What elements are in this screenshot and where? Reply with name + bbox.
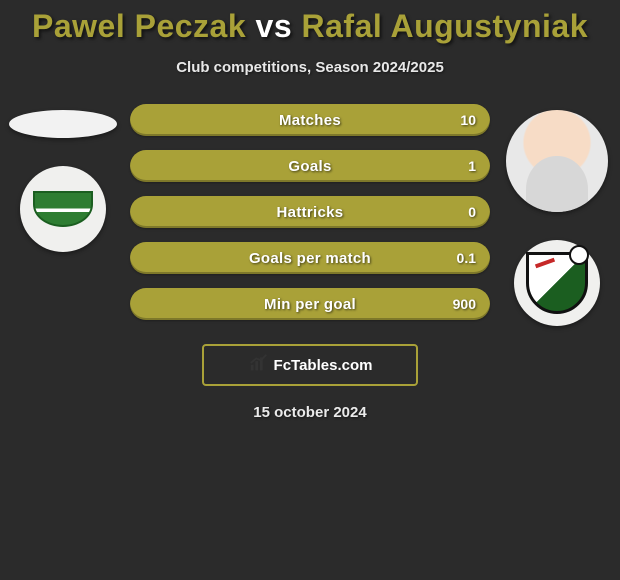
stat-bar-goals-per-match: Goals per match 0.1 xyxy=(130,242,490,274)
stat-label: Matches xyxy=(279,112,341,129)
stat-label: Min per goal xyxy=(264,296,356,313)
comparison-card: Pawel Peczak vs Rafal Augustyniak Club c… xyxy=(0,0,620,421)
stat-right-value: 10 xyxy=(460,112,476,128)
stat-right-value: 0 xyxy=(468,204,476,220)
stat-bar-goals: Goals 1 xyxy=(130,150,490,182)
stat-label: Goals per match xyxy=(249,250,371,267)
player1-name: Pawel Peczak xyxy=(32,8,246,44)
vs-label: vs xyxy=(256,8,293,44)
stat-right-value: 0.1 xyxy=(457,250,476,266)
stat-bar-hattricks: Hattricks 0 xyxy=(130,196,490,228)
branding-text: FcTables.com xyxy=(274,357,373,374)
right-column xyxy=(500,104,620,326)
player1-club-badge-icon xyxy=(20,166,106,252)
player2-name: Rafal Augustyniak xyxy=(302,8,588,44)
stat-bar-matches: Matches 10 xyxy=(130,104,490,136)
left-column xyxy=(0,104,120,252)
player2-avatar-icon xyxy=(506,110,608,212)
stat-right-value: 1 xyxy=(468,158,476,174)
stat-bar-min-per-goal: Min per goal 900 xyxy=(130,288,490,320)
chart-icon xyxy=(248,352,270,379)
stat-right-value: 900 xyxy=(453,296,476,312)
subtitle: Club competitions, Season 2024/2025 xyxy=(0,59,620,76)
page-title: Pawel Peczak vs Rafal Augustyniak xyxy=(0,8,620,45)
player2-club-badge-icon xyxy=(514,240,600,326)
branding-box[interactable]: FcTables.com xyxy=(202,344,418,386)
stats-column: Matches 10 Goals 1 Hattricks 0 Goals per… xyxy=(120,104,500,320)
footer-date: 15 october 2024 xyxy=(0,404,620,421)
stat-label: Goals xyxy=(288,158,331,175)
body-row: Matches 10 Goals 1 Hattricks 0 Goals per… xyxy=(0,104,620,326)
stat-label: Hattricks xyxy=(277,204,344,221)
player1-avatar-icon xyxy=(9,110,117,138)
